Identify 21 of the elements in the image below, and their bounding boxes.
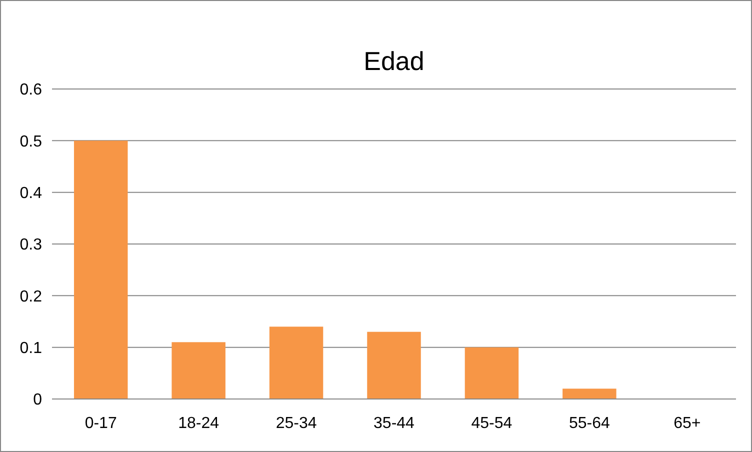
x-tick-label: 0-17 xyxy=(84,415,117,432)
chart-title: Edad xyxy=(364,46,424,76)
bar xyxy=(562,388,616,399)
y-tick-label: 0.2 xyxy=(20,288,42,306)
x-tick-label: 45-54 xyxy=(471,415,512,432)
y-tick-label: 0.4 xyxy=(20,184,42,202)
x-tick-label: 25-34 xyxy=(276,415,317,432)
y-tick-label: 0.1 xyxy=(20,340,42,357)
y-tick-label: 0.5 xyxy=(20,133,42,150)
y-tick-label: 0.3 xyxy=(20,236,42,254)
bar xyxy=(269,326,324,399)
y-tick-label: 0 xyxy=(33,392,42,409)
bar xyxy=(74,140,128,399)
x-tick-label: 18-24 xyxy=(178,415,220,432)
x-tick-label: 55-64 xyxy=(568,415,610,432)
x-tick-label: 65+ xyxy=(674,415,701,432)
bar xyxy=(172,342,226,399)
bar xyxy=(367,332,421,399)
bar xyxy=(464,347,519,399)
y-tick-label: 0.6 xyxy=(20,82,42,99)
x-tick-label: 35-44 xyxy=(374,415,415,432)
